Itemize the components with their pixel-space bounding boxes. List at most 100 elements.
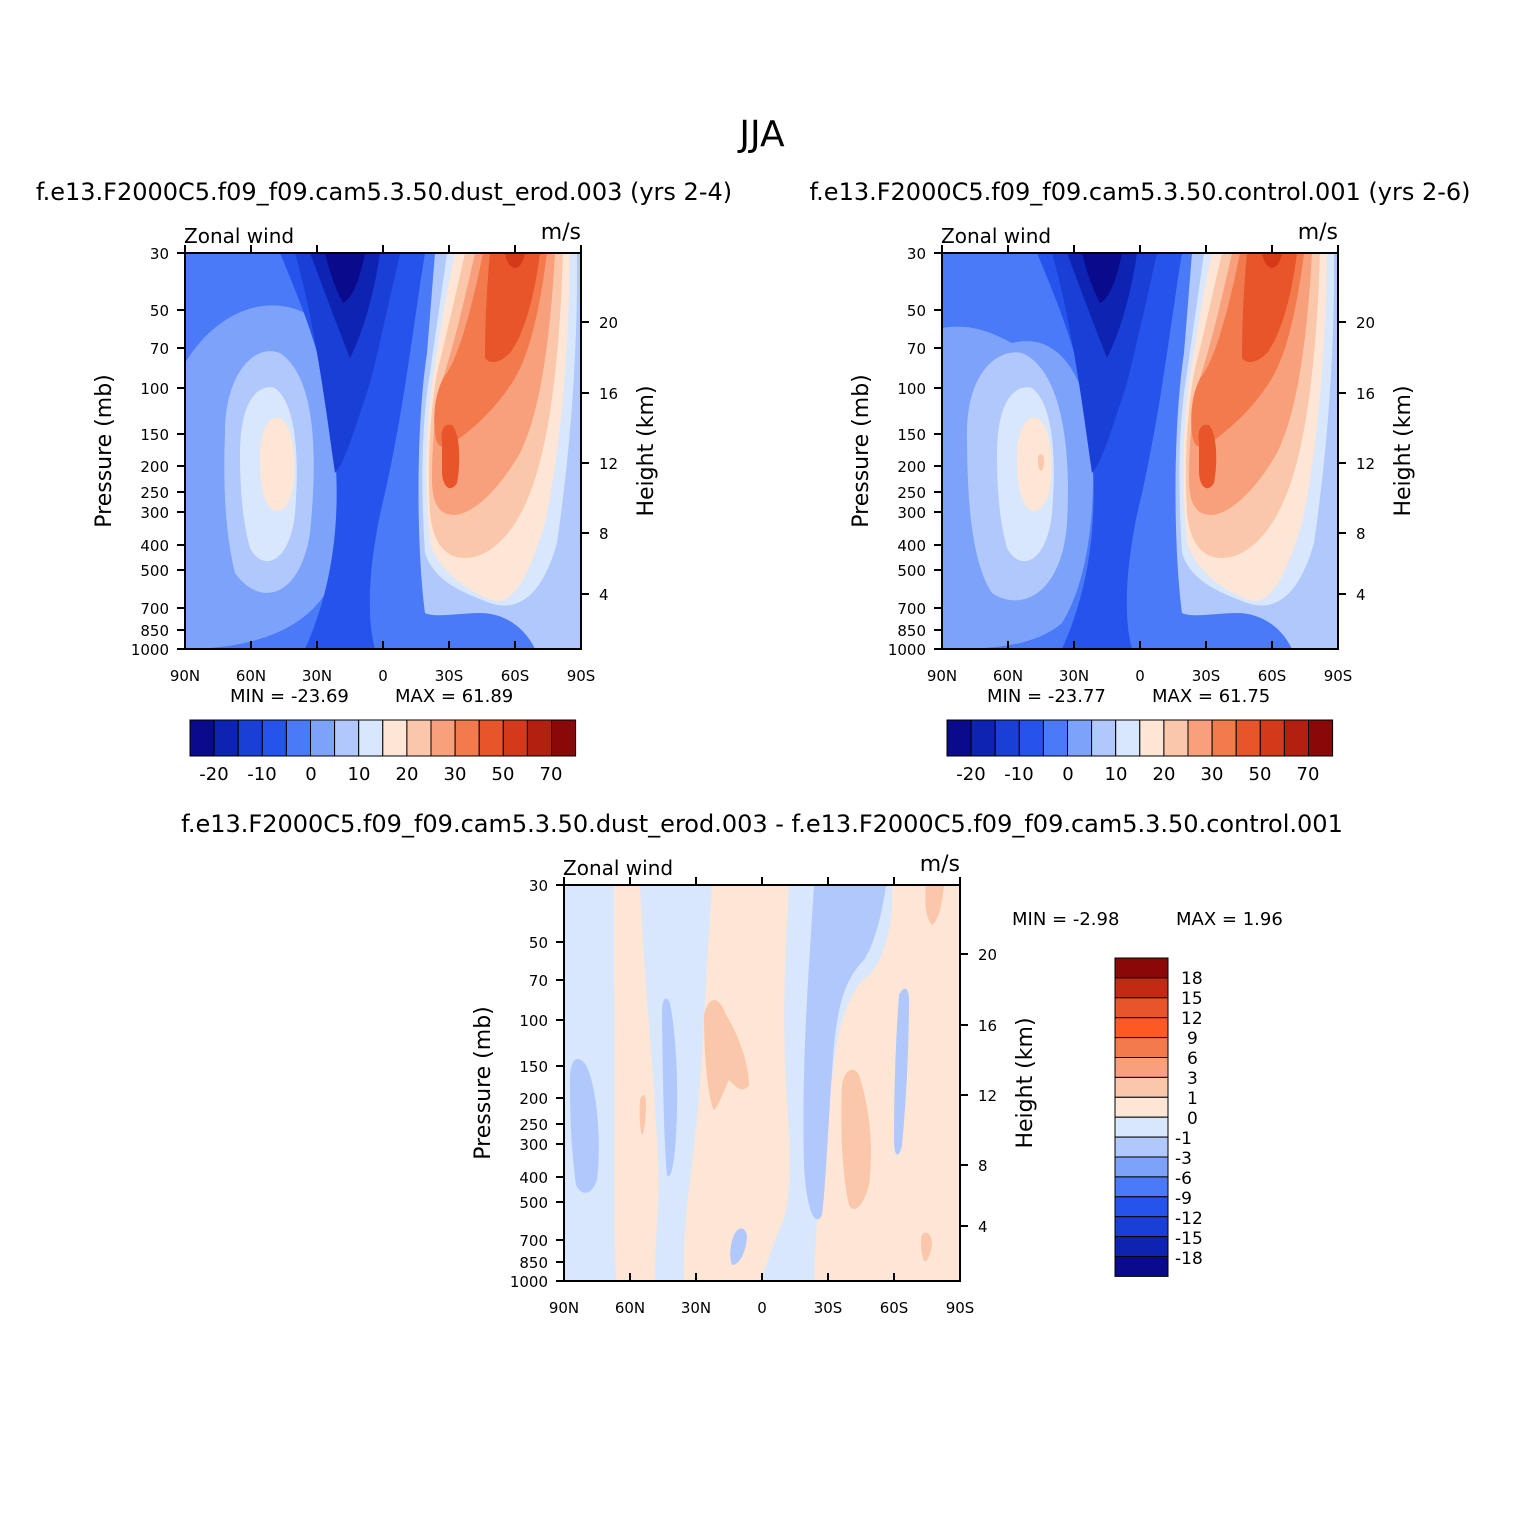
- ytick-label: 400: [140, 537, 169, 555]
- panel-a-yticks: [177, 252, 589, 650]
- colorbar-swatch: [946, 719, 972, 757]
- xtick-label: 60N: [615, 1299, 645, 1317]
- colorbar-swatch: [551, 719, 577, 757]
- band-c-pos-strong-4: [639, 1095, 646, 1135]
- cb-label: 30: [444, 764, 467, 785]
- ytick-label: 1000: [131, 641, 169, 659]
- colorbar-swatch: [478, 719, 504, 757]
- cb-label: -10: [247, 764, 276, 785]
- panel-c-right-label: m/s: [920, 852, 960, 877]
- colorbar-swatch: [1114, 957, 1169, 979]
- cb-label: 50: [492, 764, 515, 785]
- panel-c-left-label: Zonal wind: [563, 856, 673, 880]
- ytick-label: 400: [519, 1169, 548, 1187]
- panel-b-max: MAX = 61.75: [1152, 686, 1270, 707]
- cb-label: 70: [1297, 764, 1320, 785]
- band-a-jet-neg22: [325, 253, 365, 303]
- panel-b-colorbar: -20 -10 0 10 20 30 50 70: [946, 719, 1334, 785]
- cb-label: -1: [1175, 1129, 1192, 1149]
- band-c-pos-1: [614, 885, 659, 1281]
- colorbar-swatch: [430, 719, 456, 757]
- y2tick-label: 4: [599, 586, 609, 604]
- colorbar-swatch: [1139, 719, 1165, 757]
- xtick-label: 30N: [1059, 667, 1089, 685]
- panel-c-y2label: Height (km): [1013, 1017, 1038, 1148]
- band-c-neg-3: [803, 885, 886, 1220]
- y2tick-label: 16: [978, 1017, 997, 1035]
- colorbar-swatch: [310, 719, 336, 757]
- cb-label: 0: [305, 764, 316, 785]
- xtick-label: 60S: [1258, 667, 1287, 685]
- cb-label: 15: [1181, 989, 1203, 1009]
- cb-label: 12: [1181, 1009, 1203, 1029]
- band-b-ss-50: [1242, 253, 1297, 363]
- cb-label: -18: [1175, 1249, 1203, 1269]
- colorbar-swatch: [454, 719, 480, 757]
- band-c-pos-strong-3: [925, 885, 944, 925]
- ytick-label: 150: [897, 426, 926, 444]
- cb-label: 70: [540, 764, 563, 785]
- band-b-max: [1262, 253, 1282, 268]
- colorbar-swatch: [213, 719, 239, 757]
- cb-label: 20: [1153, 764, 1176, 785]
- panel-a-y2labels: 4 8 12 16 20: [599, 314, 618, 604]
- cb-label: 10: [1105, 764, 1128, 785]
- cb-label: -10: [1004, 764, 1033, 785]
- colorbar-swatch: [1114, 1236, 1169, 1258]
- colorbar-swatch: [1114, 1116, 1169, 1138]
- colorbar-swatch: [189, 719, 215, 757]
- cb-label: -12: [1175, 1209, 1203, 1229]
- band-c-pos-strong-2: [841, 1069, 871, 1209]
- panel-c-yticks: [556, 884, 968, 1282]
- ytick-label: 250: [519, 1116, 548, 1134]
- band-b-pos: [1017, 417, 1052, 511]
- colorbar-swatch: [1114, 1057, 1169, 1078]
- xtick-label: 90N: [927, 667, 957, 685]
- colorbar-swatch: [1259, 719, 1285, 757]
- colorbar-swatch: [526, 719, 552, 757]
- panel-b-y2label: Height (km): [1391, 385, 1416, 516]
- colorbar-swatch: [1018, 719, 1044, 757]
- xtick-label: 90N: [170, 667, 200, 685]
- cb-label: 10: [348, 764, 371, 785]
- panel-b-ylabel: Pressure (mb): [849, 374, 874, 528]
- band-c-neg-5: [894, 988, 909, 1155]
- colorbar-swatch: [970, 719, 996, 757]
- ytick-label: 300: [140, 504, 169, 522]
- ytick-label: 1000: [510, 1273, 548, 1291]
- band-a-jet-neg15: [295, 253, 400, 473]
- colorbar-swatch: [1114, 1216, 1169, 1238]
- ytick-label: 30: [907, 245, 926, 263]
- cb-label: -6: [1175, 1169, 1192, 1189]
- colorbar-swatch: [1114, 1096, 1169, 1118]
- xtick-label: 90S: [567, 667, 596, 685]
- ytick-label: 70: [529, 972, 548, 990]
- colorbar-swatch: [1067, 719, 1093, 757]
- cb-label: -3: [1175, 1149, 1192, 1169]
- ytick-label: 150: [519, 1058, 548, 1076]
- colorbar-swatch: [1187, 719, 1213, 757]
- y2tick-label: 8: [978, 1157, 988, 1175]
- band-a-jet-neg9: [280, 253, 425, 649]
- cb-label: 1: [1187, 1089, 1198, 1109]
- colorbar-swatch: [1114, 1256, 1169, 1277]
- panel-c-max: MAX = 1.96: [1176, 909, 1283, 930]
- colorbar-swatch: [406, 719, 432, 757]
- panel-a-ylabel: Pressure (mb): [92, 374, 117, 528]
- band-b-jet-neg15: [1052, 253, 1157, 473]
- colorbar-swatch: [1163, 719, 1189, 757]
- cb-label: -9: [1175, 1189, 1192, 1209]
- ytick-label: 50: [150, 302, 169, 320]
- panel-a-max: MAX = 61.89: [395, 686, 513, 707]
- panel-a-right-label: m/s: [541, 220, 581, 245]
- panel-c-ylabels: 30 50 70 100 150 200 250 300 400 500 700…: [510, 877, 548, 1291]
- ytick-label: 850: [140, 622, 169, 640]
- ytick-label: 1000: [888, 641, 926, 659]
- band-b-jet-neg9: [1037, 253, 1182, 649]
- colorbar-swatch: [382, 719, 408, 757]
- ytick-label: 400: [897, 537, 926, 555]
- ytick-label: 150: [140, 426, 169, 444]
- colorbar-swatch: [994, 719, 1020, 757]
- band-b-jet-neg18: [1067, 253, 1137, 358]
- ytick-label: 30: [150, 245, 169, 263]
